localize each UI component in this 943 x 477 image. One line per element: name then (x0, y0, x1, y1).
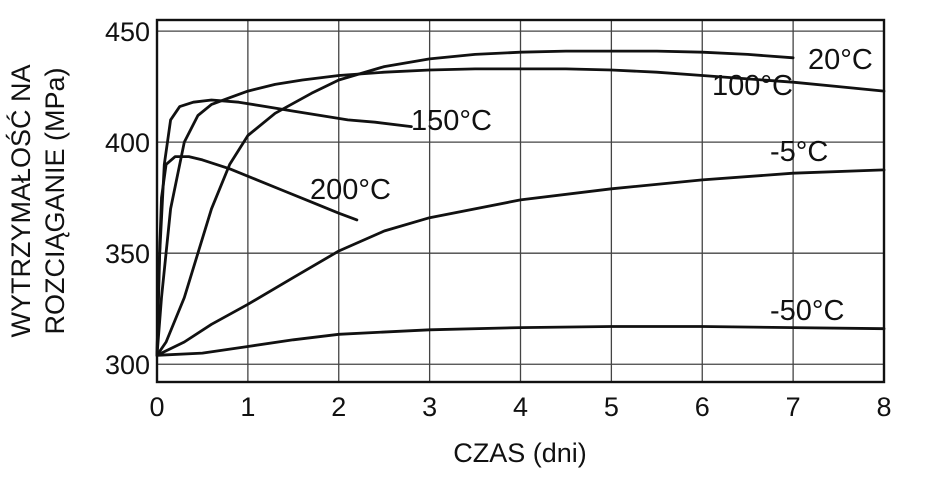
x-tick-label: 5 (604, 392, 619, 422)
series-label: 100°C (712, 70, 793, 102)
series-line-5 (155, 325, 886, 357)
x-tick-label: 4 (513, 392, 528, 422)
x-tick-label: 1 (240, 392, 255, 422)
series-label: 150°C (411, 105, 492, 137)
series-label: 20°C (808, 44, 873, 76)
y-tick-label: 300 (105, 350, 150, 380)
plot-frame (155, 18, 886, 384)
series-label: 200°C (310, 174, 391, 206)
y-axis-title-line-1: WYTRZYMAŁOŚĆ NA (4, 64, 36, 337)
x-tick-label: 7 (786, 392, 801, 422)
y-axis-title-line-2: ROZCIĄGANIE (MPa) (40, 67, 70, 334)
series-line-1 (155, 67, 886, 357)
series-line-2 (155, 98, 413, 357)
x-tick-label: 0 (149, 392, 164, 422)
x-tick-label: 8 (876, 392, 891, 422)
x-tick-label: 6 (695, 392, 710, 422)
tick-labels: 0 1 2 3 4 5 6 7 8 300 350 400 450 (105, 17, 892, 422)
series-labels: 20°C 100°C 150°C 200°C -5°C -50°C (310, 44, 873, 327)
y-tick-label: 400 (105, 128, 150, 158)
series-label: -50°C (770, 295, 844, 327)
series-line-0 (155, 49, 795, 357)
x-tick-label: 2 (331, 392, 346, 422)
x-axis-title: CZAS (dni) (453, 438, 587, 468)
x-tick-label: 3 (422, 392, 437, 422)
series-curves (155, 49, 886, 357)
series-line-4 (155, 168, 886, 357)
y-tick-label: 450 (105, 17, 150, 47)
series-line-3 (155, 155, 359, 357)
series-label: -5°C (770, 136, 828, 168)
y-tick-label: 350 (105, 239, 150, 269)
